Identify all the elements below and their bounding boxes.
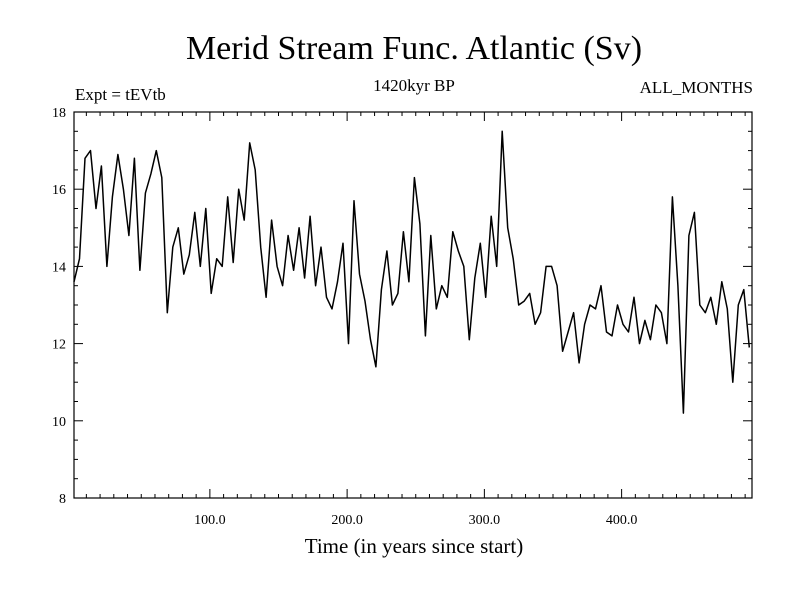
x-axis-label: Time (in years since start) bbox=[304, 534, 524, 558]
y-tick-label: 10 bbox=[52, 415, 66, 430]
chart-title: Merid Stream Func. Atlantic (Sv) bbox=[185, 30, 643, 67]
x-tick-label: 300.0 bbox=[469, 513, 501, 528]
x-tick-label: 400.0 bbox=[606, 513, 638, 528]
chart-subtitle: 1420kyr BP bbox=[373, 76, 455, 95]
y-tick-label: 18 bbox=[52, 106, 66, 121]
plot-frame bbox=[73, 111, 753, 499]
series-line bbox=[73, 130, 751, 414]
x-tick-label: 100.0 bbox=[194, 513, 226, 528]
experiment-label: Expt = tEVtb bbox=[75, 85, 166, 104]
series-layer bbox=[73, 130, 751, 414]
period-label: ALL_MONTHS bbox=[639, 78, 753, 97]
y-tick-label: 12 bbox=[52, 338, 66, 353]
axis-tick-labels: 100.0 200.0 300.0 400.0 8 10 12 14 16 18 bbox=[52, 106, 637, 528]
x-tick-label: 200.0 bbox=[331, 513, 363, 528]
y-tick-label: 14 bbox=[52, 260, 66, 275]
y-tick-label: 16 bbox=[52, 183, 66, 198]
axis-ticks bbox=[74, 111, 752, 499]
y-tick-label: 8 bbox=[59, 492, 66, 507]
